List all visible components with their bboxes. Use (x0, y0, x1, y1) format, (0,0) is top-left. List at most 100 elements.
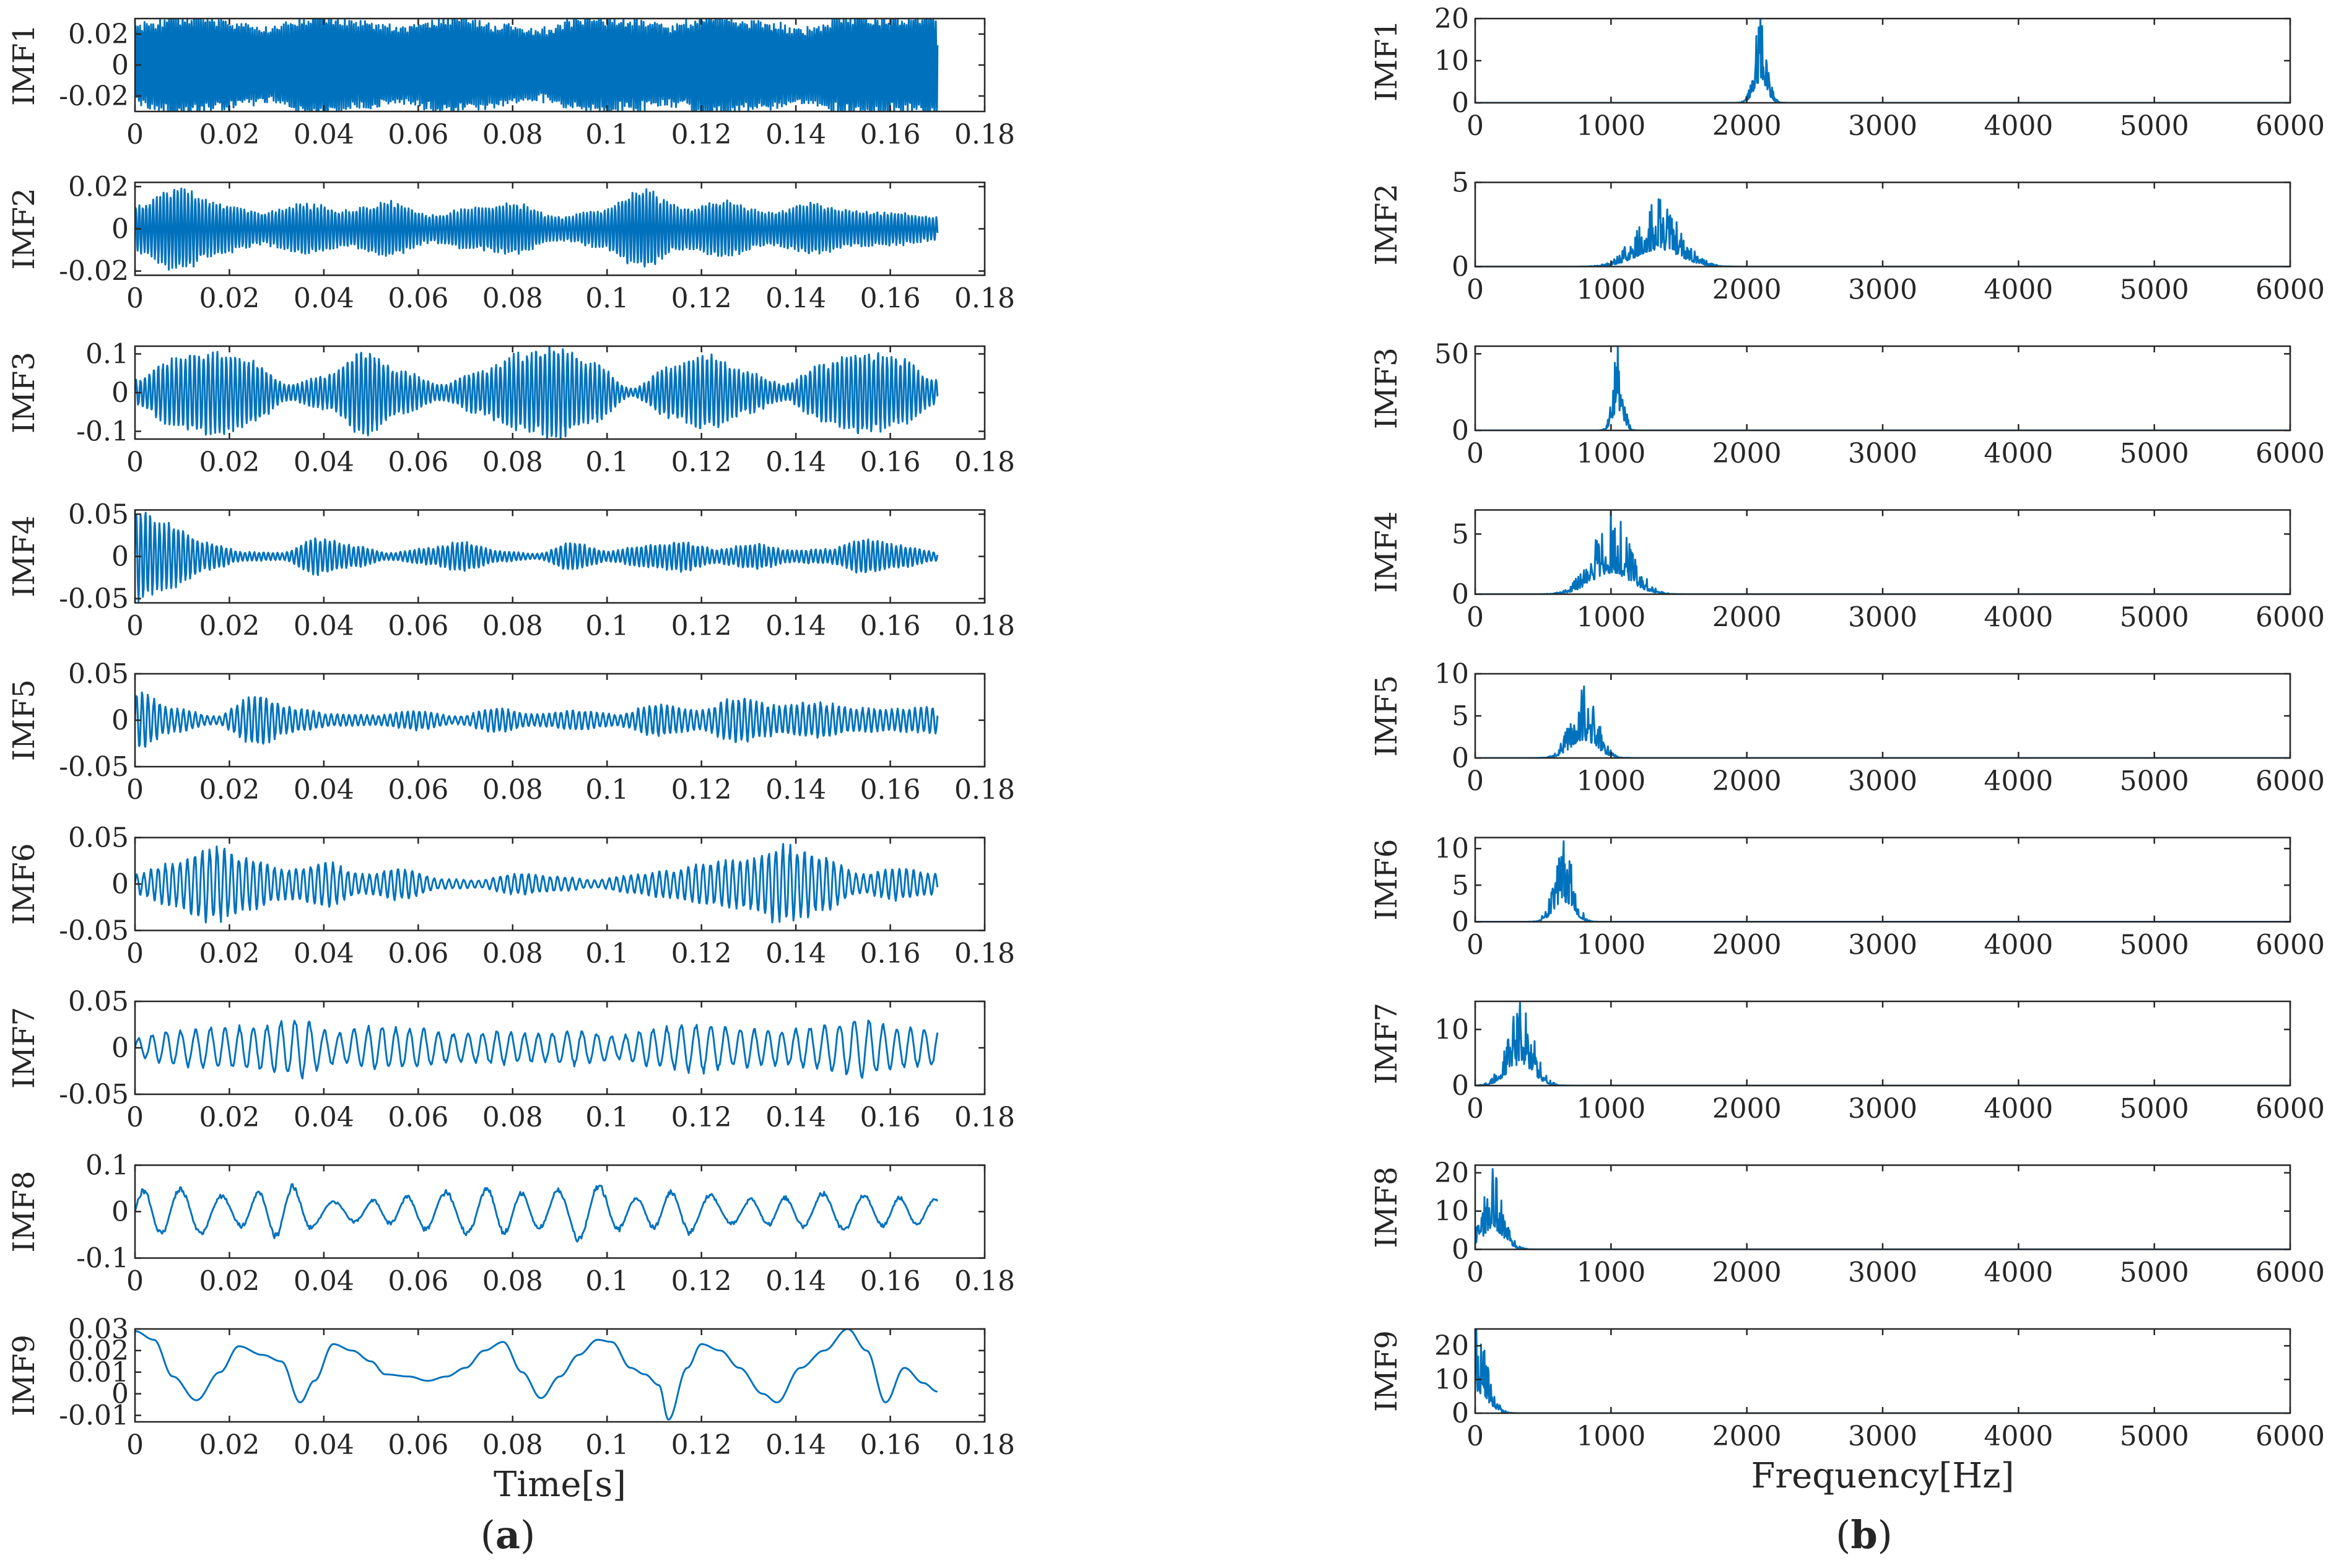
x-tick-label: 2000 (1712, 765, 1782, 797)
series-line-b-imf7 (1475, 1001, 2290, 1086)
x-axis-label: Frequency[Hz] (1751, 1456, 2015, 1496)
x-tick-label: 0.18 (954, 1266, 1015, 1297)
axes-frame (1474, 17, 2291, 104)
x-tick-label: 0.06 (388, 1429, 448, 1461)
y-tick-label: 0 (111, 869, 129, 900)
y-tick-label: 5 (1452, 518, 1469, 550)
axes-frame (134, 1328, 986, 1423)
y-axis-label: IMF8 (1369, 1167, 1404, 1248)
y-axis-label: IMF8 (7, 1171, 41, 1253)
x-tick-label: 0.12 (671, 446, 732, 478)
y-tick-label: 10 (1434, 1196, 1469, 1227)
x-tick-label: 0.08 (482, 283, 543, 315)
axes-frame (1474, 345, 2291, 432)
x-tick-label: 3000 (1848, 110, 1917, 142)
y-tick-label: 10 (1434, 658, 1469, 690)
series-line-a-imf6 (135, 843, 939, 924)
y-tick-label: 0 (111, 50, 129, 81)
x-tick-label: 0.14 (765, 1102, 826, 1133)
y-axis-label: IMF4 (7, 516, 41, 598)
x-tick-label: 1000 (1576, 438, 1645, 469)
x-tick-label: 6000 (2255, 1421, 2325, 1452)
x-tick-label: 0.14 (765, 1266, 826, 1297)
x-tick-label: 0.08 (482, 1102, 543, 1133)
x-tick-label: 4000 (1984, 1257, 2053, 1289)
series-line-a-imf5 (135, 691, 939, 748)
y-tick-label: 5 (1452, 700, 1469, 732)
x-tick-label: 2000 (1712, 110, 1782, 142)
x-tick-label: 0.18 (954, 774, 1015, 806)
x-tick-label: 3000 (1848, 602, 1917, 634)
y-tick-label: 0.02 (68, 19, 129, 50)
x-tick-label: 6000 (2255, 438, 2325, 469)
x-tick-label: 0.06 (388, 1266, 448, 1297)
x-tick-label: 0.16 (860, 446, 921, 478)
y-tick-label: 0 (111, 1379, 129, 1410)
x-tick-label: 0.18 (954, 1429, 1015, 1461)
series-line-a-imf1 (135, 19, 939, 111)
y-axis-label: IMF3 (7, 352, 41, 433)
x-tick-label: 3000 (1848, 1093, 1917, 1125)
x-tick-label: 0.18 (954, 611, 1015, 642)
x-tick-label: 0.08 (482, 774, 543, 806)
y-axis-label: IMF6 (1369, 839, 1404, 921)
x-tick-label: 0.04 (294, 1102, 354, 1133)
x-tick-label: 0.08 (482, 446, 543, 478)
y-tick-label: -0.05 (59, 751, 129, 783)
x-tick-label: 0.12 (671, 1266, 732, 1297)
x-tick-label: 0.02 (199, 774, 259, 806)
y-axis-label: IMF9 (7, 1335, 41, 1416)
x-tick-label: 5000 (2120, 1421, 2189, 1452)
y-tick-label: 0 (1452, 907, 1469, 938)
x-tick-label: 5000 (2120, 602, 2189, 634)
y-tick-label: 0 (1452, 1234, 1469, 1266)
subplot-b-imf6: 0 1000 2000 3000 4000 5000 6000 0 5 10 IMF6 (1369, 833, 2325, 960)
x-tick-label: 0.16 (860, 119, 921, 150)
x-tick-label: 0.02 (199, 119, 259, 150)
x-tick-label: 0.02 (199, 938, 259, 970)
series-line-a-imf4 (135, 512, 939, 603)
y-tick-label: -0.05 (59, 583, 129, 615)
x-tick-label: 0.08 (482, 938, 543, 970)
y-tick-label: 0.01 (68, 1357, 129, 1388)
x-tick-label: 0.14 (765, 774, 826, 806)
x-tick-label: 4000 (1984, 765, 2053, 797)
panel-caption-a: (a) (481, 1512, 536, 1557)
x-tick-label: 1000 (1576, 602, 1645, 634)
x-tick-label: 0 (1467, 1421, 1484, 1452)
x-tick-label: 0.1 (585, 446, 629, 478)
x-tick-label: 6000 (2255, 110, 2325, 142)
y-tick-label: 0 (111, 1196, 129, 1228)
y-tick-label: 10 (1434, 45, 1469, 77)
y-tick-label: 0.1 (85, 339, 129, 370)
axes-frame (1474, 837, 2291, 923)
x-tick-label: 5000 (2120, 438, 2189, 469)
x-tick-label: 1000 (1576, 1421, 1645, 1452)
x-tick-label: 0 (126, 283, 144, 315)
y-tick-label: 0 (111, 541, 129, 573)
x-tick-label: 0.18 (954, 1102, 1015, 1133)
series-line-b-imf8 (1475, 1168, 2290, 1250)
subplot-a-imf7: 0 0.02 0.04 0.06 0.08 0.1 0.12 0.14 0.16 0.18 -0.0… (7, 986, 1015, 1133)
x-tick-label: 0.02 (199, 1102, 259, 1133)
x-tick-label: 4000 (1984, 110, 2053, 142)
x-tick-label: 1000 (1576, 1257, 1645, 1289)
y-axis-label: IMF9 (1369, 1330, 1404, 1412)
axes-frame (134, 1164, 986, 1259)
x-tick-label: 0.12 (671, 938, 732, 970)
x-tick-label: 0.12 (671, 774, 732, 806)
x-tick-label: 0 (126, 1266, 144, 1297)
y-axis-label: IMF5 (1369, 675, 1404, 757)
x-tick-label: 4000 (1984, 274, 2053, 306)
x-tick-label: 0.12 (671, 119, 732, 150)
x-tick-label: 0.06 (388, 119, 448, 150)
y-axis-label: IMF1 (7, 24, 41, 106)
x-tick-label: 0 (126, 774, 144, 806)
y-tick-label: -0.1 (76, 416, 129, 448)
x-tick-label: 6000 (2255, 930, 2325, 961)
x-tick-label: 0.16 (860, 611, 921, 642)
y-axis-label: IMF1 (1369, 20, 1404, 102)
x-tick-label: 0.02 (199, 1266, 259, 1297)
x-tick-label: 0.02 (199, 611, 259, 642)
